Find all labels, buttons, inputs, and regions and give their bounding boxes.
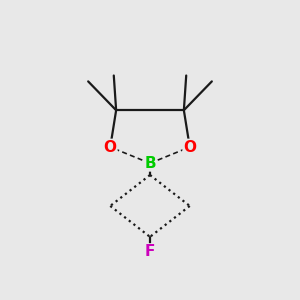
Text: O: O xyxy=(183,140,196,154)
Text: O: O xyxy=(104,140,117,154)
Text: B: B xyxy=(144,156,156,171)
Text: F: F xyxy=(145,244,155,259)
